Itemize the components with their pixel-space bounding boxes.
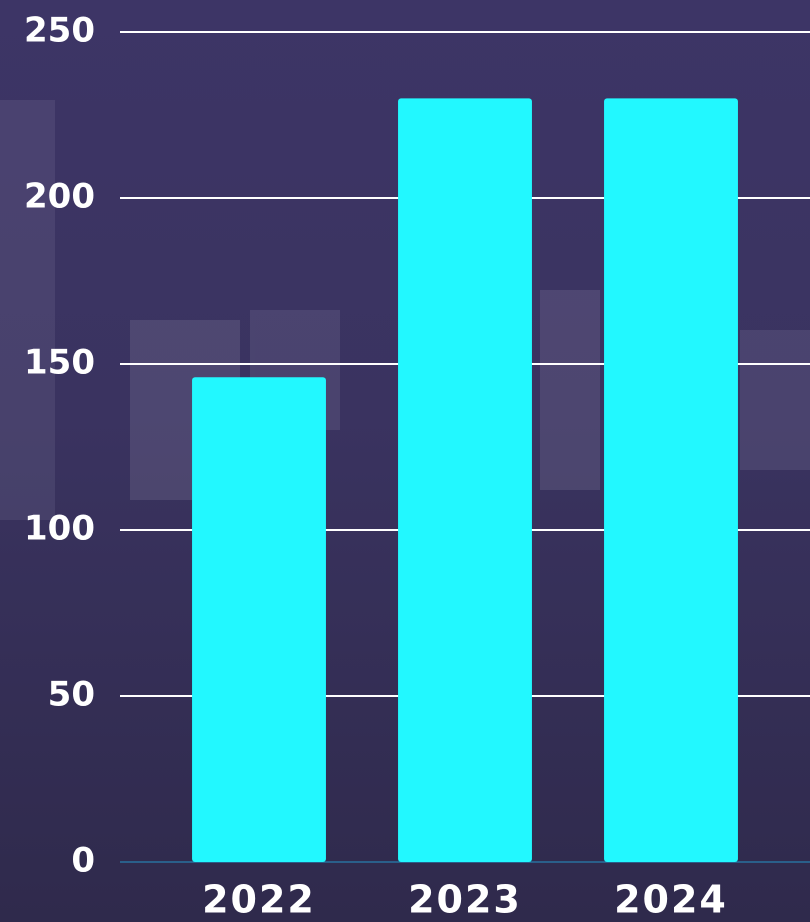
x-tick-label: 2023 <box>408 878 522 922</box>
y-tick-label: 250 <box>24 11 95 51</box>
bar <box>192 377 326 862</box>
x-tick-label: 2022 <box>202 878 316 922</box>
y-tick-label: 100 <box>24 509 95 549</box>
y-tick-label: 150 <box>24 343 95 383</box>
bar <box>604 98 738 862</box>
y-tick-label: 200 <box>24 177 95 217</box>
bar <box>398 98 532 862</box>
y-tick-label: 0 <box>71 841 95 881</box>
x-tick-label: 2024 <box>614 878 728 922</box>
y-tick-label: 50 <box>48 675 95 715</box>
city-backdrop <box>0 100 810 520</box>
